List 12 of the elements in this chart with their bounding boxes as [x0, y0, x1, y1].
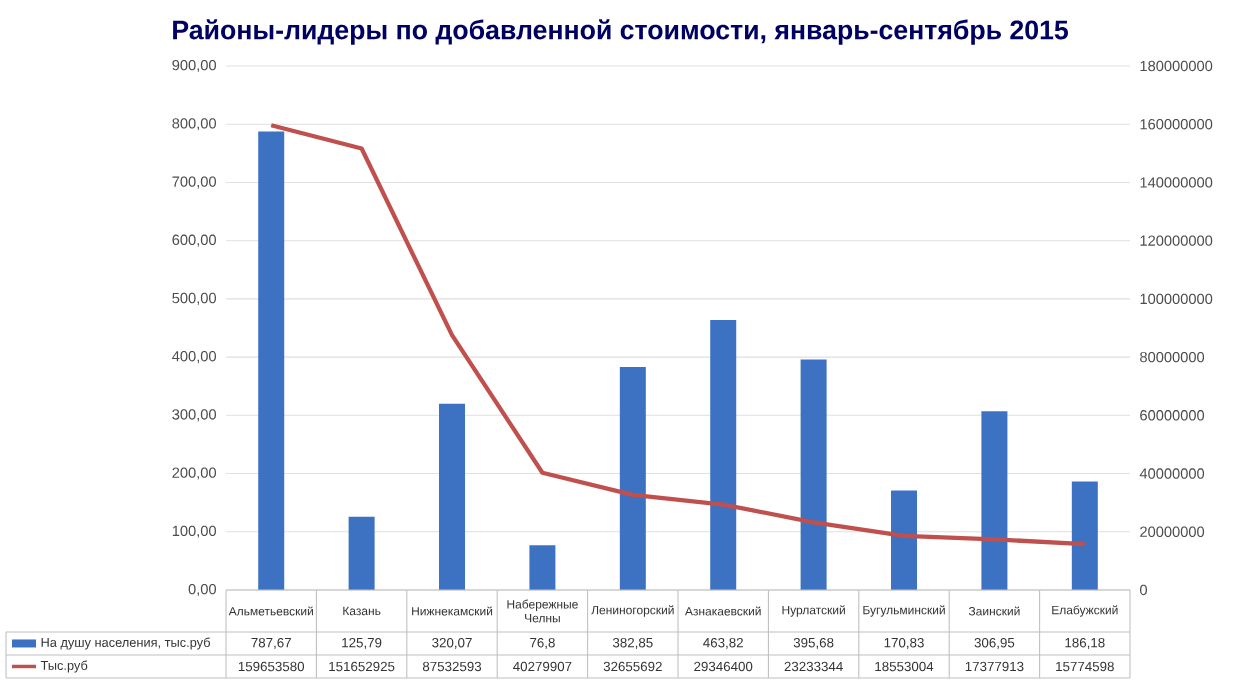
chart-title: Районы-лидеры по добавленной стоимости, январь-сентябрь 2015 [173, 19, 1068, 45]
bar [710, 319, 737, 590]
bar [529, 545, 556, 590]
bar [800, 359, 827, 590]
bar [1071, 481, 1098, 590]
bar [981, 411, 1008, 590]
bar [348, 516, 375, 590]
bar [258, 131, 285, 590]
bar [619, 367, 646, 590]
bar [891, 490, 918, 590]
bar [439, 403, 466, 590]
line-series [269, 123, 1087, 547]
